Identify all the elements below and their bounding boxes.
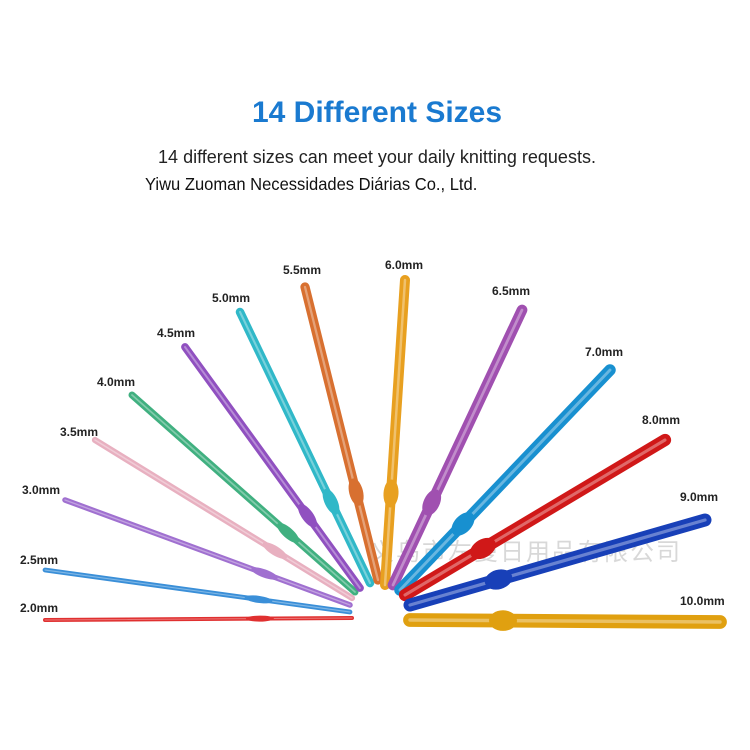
hook-highlight bbox=[238, 310, 372, 585]
hook-shaft bbox=[62, 497, 353, 608]
hook-shaft bbox=[300, 282, 383, 585]
hook-grip bbox=[244, 595, 273, 604]
hook-size-label: 8.0mm bbox=[642, 413, 680, 427]
hook-shaft bbox=[394, 364, 616, 596]
hook-highlight bbox=[391, 308, 524, 587]
hook-shaft bbox=[235, 307, 375, 588]
hook-highlight bbox=[184, 346, 361, 589]
hook-shaft bbox=[398, 433, 672, 602]
hook-grip bbox=[383, 479, 399, 508]
title: 14 Different Sizes bbox=[252, 96, 502, 129]
hook-size-label: 2.0mm bbox=[20, 601, 58, 615]
hooks: 2.0mm 2.5mm 3.0mm 3.5mm 4.0mm 4.5mm 5.0mm 5.5mm… bbox=[20, 258, 727, 631]
hook-size-label: 4.0mm bbox=[97, 375, 135, 389]
hook-size-label: 6.0mm bbox=[385, 258, 423, 272]
hook-grip bbox=[322, 488, 340, 515]
hook-grip bbox=[484, 569, 513, 590]
hook-size-label: 3.0mm bbox=[22, 483, 60, 497]
hook-highlight bbox=[94, 439, 353, 599]
hook-size-label: 5.0mm bbox=[212, 291, 250, 305]
hook-grip bbox=[451, 512, 475, 536]
hook-shaft bbox=[387, 304, 528, 591]
hook-highlight bbox=[131, 394, 356, 593]
hook-size-label: 7.0mm bbox=[585, 345, 623, 359]
hook-size-label: 4.5mm bbox=[157, 326, 195, 340]
hook-highlight bbox=[408, 518, 707, 607]
hook-highlight bbox=[44, 569, 351, 613]
hook-grip bbox=[262, 542, 288, 559]
hook-shaft bbox=[128, 391, 359, 596]
hook-size-label: 5.5mm bbox=[283, 263, 321, 277]
hook-shaft bbox=[91, 436, 356, 602]
hook-grip bbox=[251, 567, 278, 580]
hook-shaft bbox=[181, 343, 364, 592]
hook-size-label: 6.5mm bbox=[492, 284, 530, 298]
hook-shaft bbox=[43, 616, 354, 622]
hook-shaft bbox=[403, 613, 727, 629]
hook-highlight bbox=[408, 618, 722, 624]
hook-grip bbox=[277, 522, 300, 543]
hook-grip bbox=[470, 537, 496, 560]
hook-highlight bbox=[64, 499, 351, 606]
hook-shaft bbox=[403, 513, 712, 612]
hook-size-label: 2.5mm bbox=[20, 553, 58, 567]
hook-highlight bbox=[383, 278, 407, 587]
hook-highlight bbox=[303, 285, 380, 582]
hook-size-label: 10.0mm bbox=[680, 594, 725, 608]
hook-size-label: 3.5mm bbox=[60, 425, 98, 439]
watermark: Yiwu Zuoman Necessidades Diárias Co., Lt… bbox=[145, 173, 477, 194]
hook-shaft bbox=[42, 567, 353, 615]
hook-grip bbox=[348, 478, 364, 506]
hook-highlight bbox=[44, 617, 353, 621]
hook-size-label: 9.0mm bbox=[680, 490, 718, 504]
hook-grip bbox=[298, 503, 317, 528]
subtitle: 14 different sizes can meet your daily k… bbox=[158, 147, 596, 167]
hook-highlight bbox=[403, 438, 667, 597]
hook-grip bbox=[422, 489, 442, 516]
hook-shaft bbox=[380, 275, 410, 590]
hook-grip bbox=[489, 610, 517, 631]
hook-grip bbox=[245, 615, 274, 622]
hook-highlight bbox=[398, 368, 612, 592]
